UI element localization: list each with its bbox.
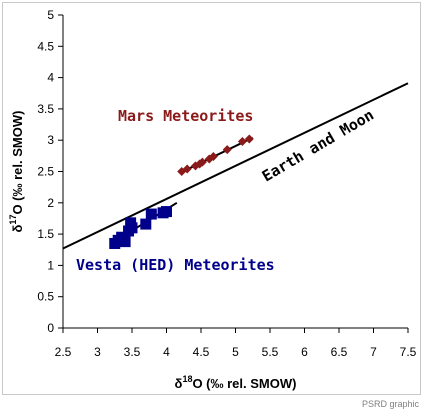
x-tick-label: 4.5 — [193, 345, 210, 359]
mars-meteorites-point — [222, 145, 232, 155]
y-tick-label: 1 — [47, 258, 54, 272]
plot-axes — [62, 15, 408, 329]
x-tick-label: 7.5 — [400, 345, 417, 359]
y-tick-label: 1.5 — [37, 227, 54, 241]
y-tick-label: 3.5 — [37, 102, 54, 116]
x-tick-label: 5.5 — [262, 345, 279, 359]
chart-frame — [2, 2, 421, 395]
earth-and-moon-line — [62, 82, 409, 250]
x-tick-label: 3.5 — [124, 345, 141, 359]
y-tick-labels: 0 0.5 1 1.5 2 2.5 3 3.5 4 4.5 5 — [37, 8, 63, 335]
y-tick-label: 2.5 — [37, 165, 54, 179]
mars-meteorites-point — [208, 151, 218, 161]
x-axis-title: δ18O (‰ rel. SMOW) — [175, 374, 297, 391]
mars-meteorites-label: Mars Meteorites — [118, 107, 253, 125]
x-tick-label: 6 — [301, 345, 308, 359]
mars-meteorites-point — [237, 136, 247, 146]
x-tick-label: 3 — [94, 345, 101, 359]
y-axis-title: δ17O (‰ rel. SMOW) — [8, 111, 25, 233]
y-tick-label: 4.5 — [37, 39, 54, 53]
x-tick-labels: 2.5 3 3.5 4 4.5 5 5.5 6 6.5 7 7.5 — [55, 328, 417, 359]
x-tick-label: 5 — [232, 345, 239, 359]
credit-text: PSRD graphic — [361, 399, 419, 409]
mars-meteorites-point — [244, 134, 254, 144]
mars-meteorites-point — [182, 164, 192, 174]
vesta-hed-meteorites-point — [140, 218, 152, 230]
vesta-hed-meteorites-point — [161, 206, 172, 218]
y-tick-label: 0.5 — [37, 290, 54, 304]
y-tick-label: 0 — [47, 321, 54, 335]
y-tick-label: 4 — [47, 71, 54, 85]
vesta-hed-meteorites-point — [126, 222, 138, 234]
y-tick-label: 5 — [47, 8, 54, 22]
x-tick-label: 4 — [163, 345, 170, 359]
vesta-hed-meteorites-point — [145, 208, 157, 220]
y-tick-label: 2 — [47, 196, 54, 210]
x-tick-label: 6.5 — [331, 345, 348, 359]
data-points — [109, 134, 254, 249]
y-tick-label: 3 — [47, 133, 54, 147]
x-tick-label: 7 — [370, 345, 377, 359]
mars-meteorites-point — [197, 157, 207, 167]
x-tick-label: 2.5 — [55, 345, 72, 359]
vesta-meteorites-label: Vesta (HED) Meteorites — [76, 256, 275, 274]
vesta-hed-meteorites-point — [119, 236, 131, 248]
